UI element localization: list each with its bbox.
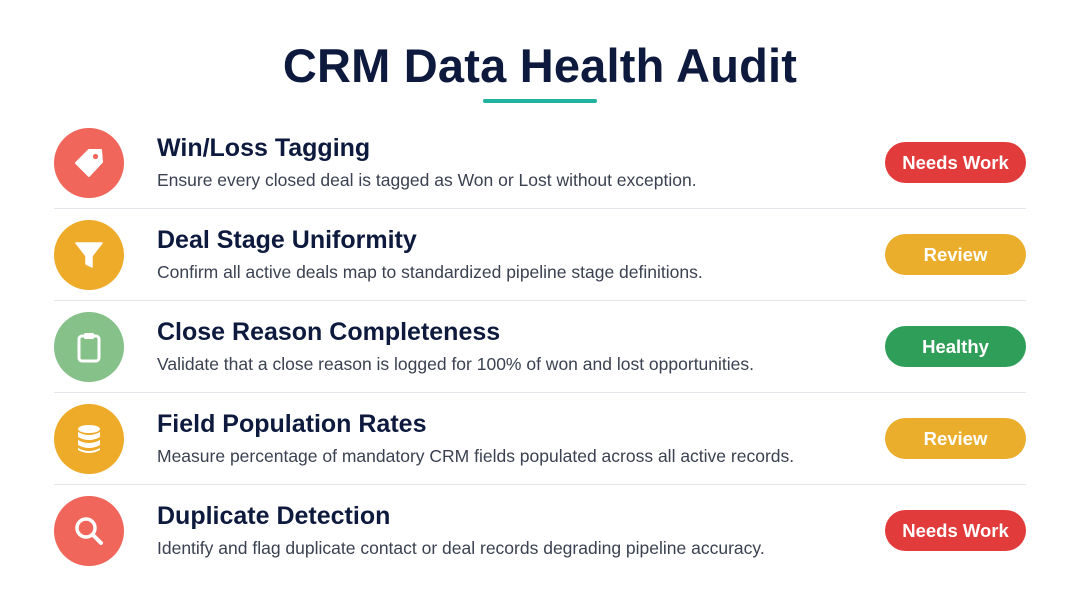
title-underline xyxy=(483,99,597,103)
audit-row-deal-stage-uniformity: Deal Stage Uniformity Confirm all active… xyxy=(54,209,1026,301)
item-title: Win/Loss Tagging xyxy=(157,134,371,162)
status-badge: Review xyxy=(885,234,1026,275)
tag-icon xyxy=(54,128,124,198)
audit-row-win-loss-tagging: Win/Loss Tagging Ensure every closed dea… xyxy=(54,117,1026,209)
item-title: Duplicate Detection xyxy=(157,502,391,530)
audit-row-field-population-rates: Field Population Rates Measure percentag… xyxy=(54,393,1026,485)
status-badge: Review xyxy=(885,418,1026,459)
status-badge: Needs Work xyxy=(885,510,1026,551)
search-icon xyxy=(54,496,124,566)
item-title: Close Reason Completeness xyxy=(157,318,501,346)
item-title: Deal Stage Uniformity xyxy=(157,226,417,254)
item-title: Field Population Rates xyxy=(157,410,427,438)
page-title: CRM Data Health Audit xyxy=(282,39,798,92)
audit-list: Win/Loss Tagging Ensure every closed dea… xyxy=(54,117,1026,577)
funnel-icon xyxy=(54,220,124,290)
clipboard-icon xyxy=(54,312,124,382)
item-description: Validate that a close reason is logged f… xyxy=(157,354,754,374)
database-icon xyxy=(54,404,124,474)
item-description: Measure percentage of mandatory CRM fiel… xyxy=(157,446,795,466)
item-description: Identify and flag duplicate contact or d… xyxy=(157,538,765,558)
status-badge: Needs Work xyxy=(885,142,1026,183)
item-description: Ensure every closed deal is tagged as Wo… xyxy=(157,170,697,190)
item-description: Confirm all active deals map to standard… xyxy=(157,262,703,282)
audit-row-close-reason-completeness: Close Reason Completeness Validate that … xyxy=(54,301,1026,393)
audit-row-duplicate-detection: Duplicate Detection Identify and flag du… xyxy=(54,485,1026,577)
status-badge: Healthy xyxy=(885,326,1026,367)
